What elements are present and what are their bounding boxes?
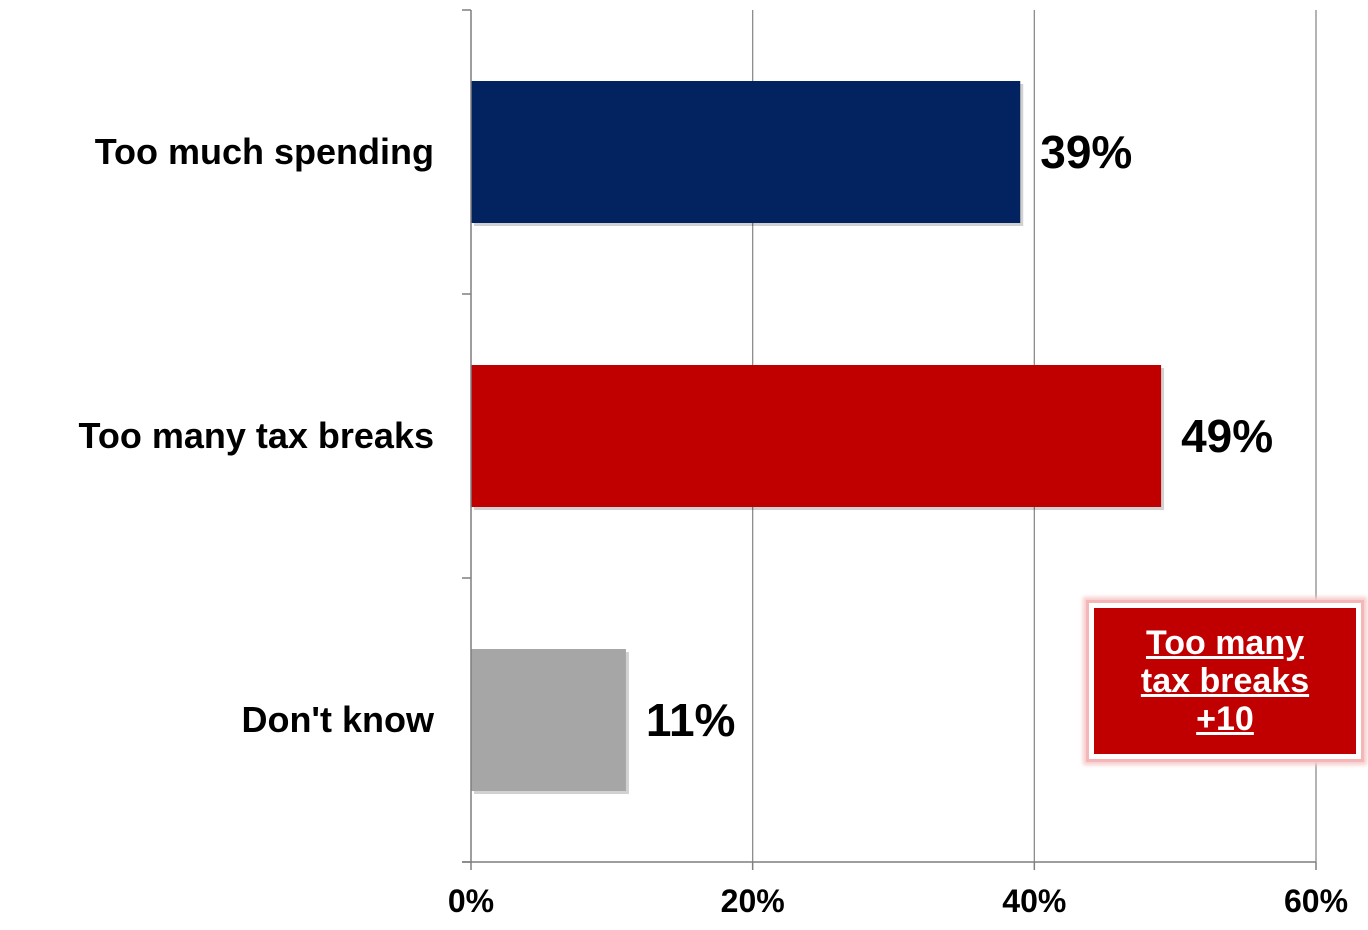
callout-line-2: tax breaks [1140,662,1310,700]
value-label-2: 49% [1181,410,1273,462]
callout-line-1: Too many [1145,624,1305,662]
x-tick-label-40: 40% [1002,883,1066,919]
labels: 39% Too much spending 49% Too many tax brea… [79,126,1348,919]
category-label-3: Don't know [241,699,435,740]
category-label-2: Too many tax breaks [79,415,434,456]
x-tick-label-20: 20% [721,883,785,919]
x-tick-label-0: 0% [448,883,494,919]
difference-callout: Too many tax breaks +10 [1086,600,1364,762]
x-tick-label-60: 60% [1284,883,1348,919]
value-label-1: 39% [1040,126,1132,178]
axes [462,9,1317,870]
value-label-3: 11% [646,694,736,746]
callout-box: Too many tax breaks +10 [1094,608,1356,754]
bar-1 [471,81,1021,223]
callout-line-3: +10 [1196,700,1254,738]
bars [471,81,1165,794]
bar-3 [471,649,626,791]
category-label-1: Too much spending [95,131,434,172]
bar-2 [471,365,1162,507]
